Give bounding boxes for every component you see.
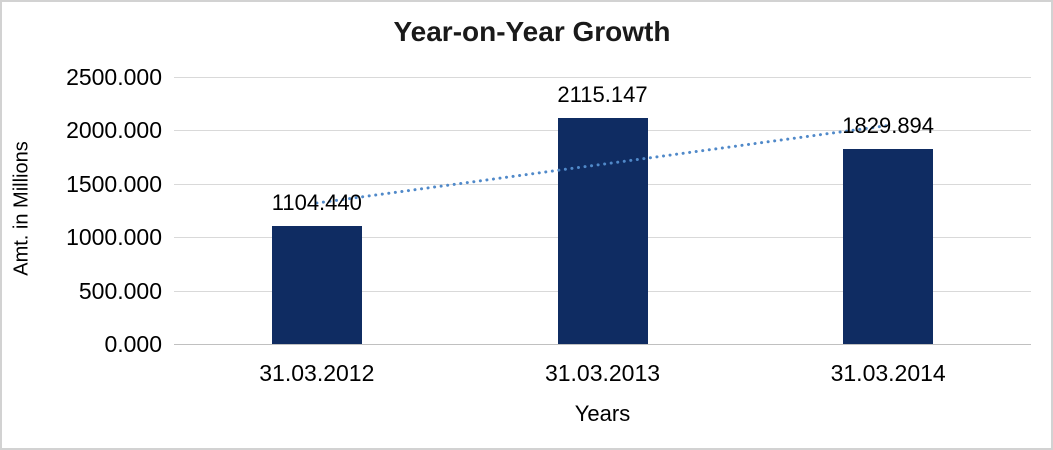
chart-title: Year-on-Year Growth (393, 16, 671, 47)
y-tick-label: 1500.000 (66, 170, 162, 197)
x-tick-label: 31.03.2014 (830, 360, 946, 386)
x-tick-label: 31.03.2012 (259, 360, 375, 386)
y-tick-label: 0.000 (104, 331, 162, 357)
bar-31.03.2014 (843, 148, 934, 344)
data-label: 1829.894 (842, 112, 935, 138)
y-tick-label: 500.000 (78, 277, 162, 304)
x-tick-label: 31.03.2013 (544, 360, 661, 386)
gridline (174, 77, 1031, 78)
y-tick-label: 2000.000 (66, 117, 162, 144)
data-label: 1104.440 (271, 190, 362, 216)
y-tick-label: 1000.000 (66, 224, 162, 251)
y-axis-title: Amt. in Millions (10, 141, 33, 276)
x-axis-line (174, 344, 1031, 345)
x-axis-title: Years (574, 401, 631, 426)
y-tick-label: 2500.000 (66, 64, 162, 90)
bar-31.03.2013 (557, 118, 648, 344)
bar-31.03.2012 (271, 226, 362, 344)
data-label: 2115.147 (557, 82, 648, 108)
